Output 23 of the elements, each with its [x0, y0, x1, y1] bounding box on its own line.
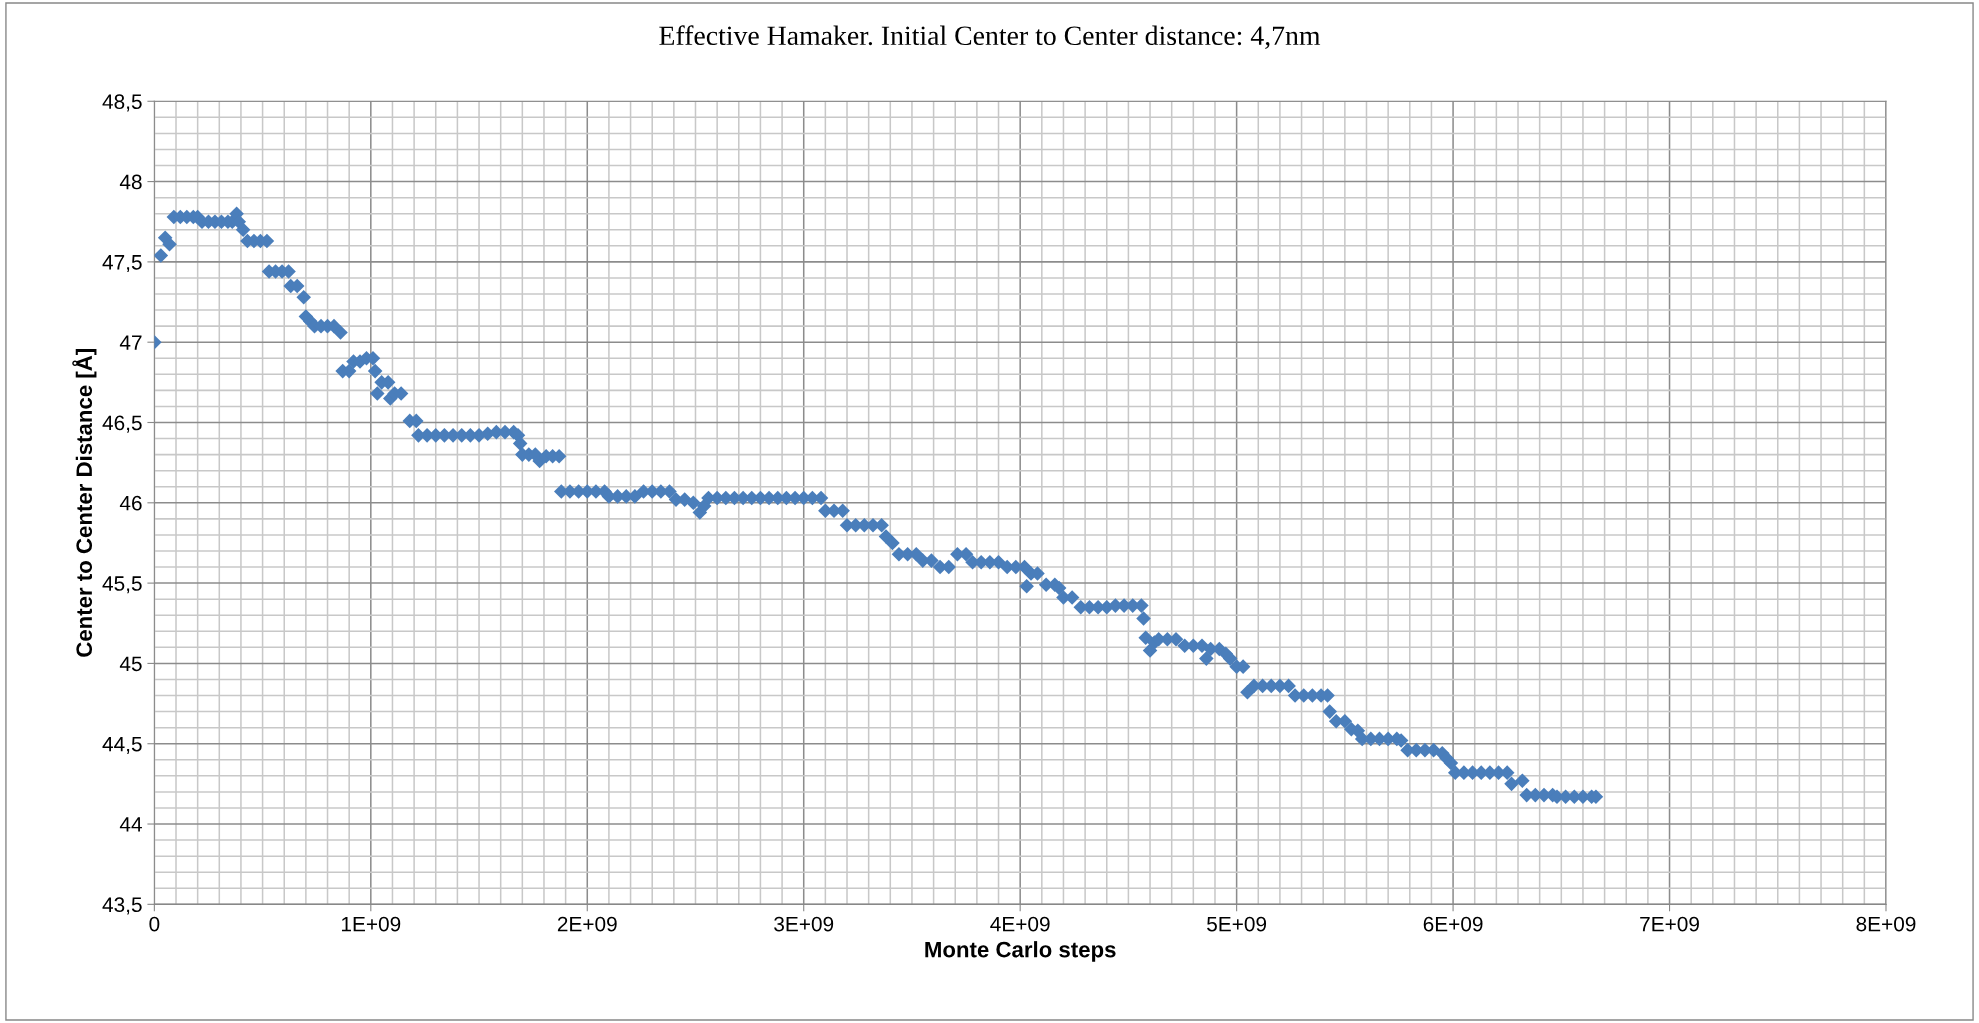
- y-tick-label: 45,5: [102, 576, 142, 594]
- x-tick-label: 7E+09: [1640, 916, 1699, 932]
- y-tick-label: 47: [119, 335, 142, 350]
- y-tick-label: 44,5: [102, 736, 142, 754]
- y-tick-label: 44: [119, 817, 142, 832]
- y-tick-label: 48: [119, 174, 142, 190]
- y-tick-label: 43,5: [102, 897, 142, 915]
- chart-title: Effective Hamaker. Initial Center to Center distance: 4,7nm: [659, 25, 1321, 50]
- x-tick-label: 4E+09: [990, 916, 1050, 932]
- x-axis-title: Monte Carlo steps: [925, 941, 1116, 962]
- y-tick-label: 45: [119, 656, 142, 672]
- y-tick-label: 47,5: [102, 255, 142, 273]
- x-tick-label: 2E+09: [557, 916, 617, 932]
- y-axis-title: Center to Center Distance [Å]: [72, 349, 97, 657]
- y-tick-label: 48,5: [102, 94, 142, 112]
- x-tick-label: 0: [149, 916, 160, 932]
- y-tick-label: 46: [119, 495, 142, 511]
- x-tick-label: 8E+09: [1856, 916, 1916, 932]
- y-tick-label: 46,5: [102, 415, 142, 433]
- x-tick-label: 5E+09: [1207, 916, 1267, 932]
- x-tick-label: 6E+09: [1423, 916, 1483, 932]
- x-tick-label: 1E+09: [341, 916, 401, 932]
- x-tick-label: 3E+09: [774, 916, 834, 932]
